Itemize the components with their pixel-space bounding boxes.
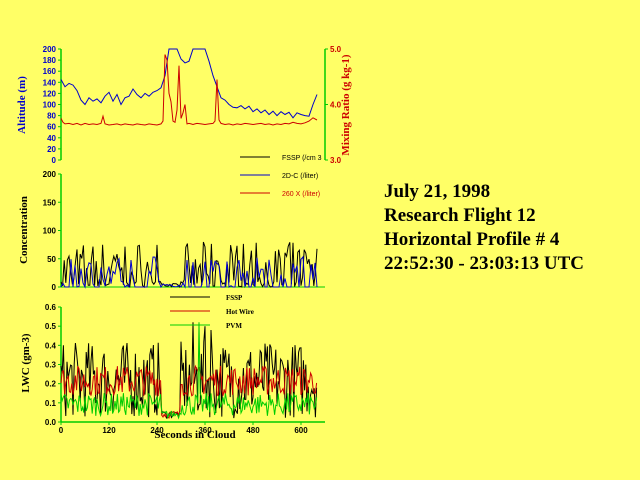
lwc-panel: 0.0 0.1 0.2 0.3 0.4 0.5 0.6 0 120 240 360 480 600 L…: [20, 294, 325, 441]
p1-legend: FSSP (/cm 3 2D-C (/liter) 260 X (/liter): [240, 155, 322, 198]
p1-y-tick-label: 20: [47, 145, 56, 154]
p1-y-tick-label: 60: [47, 123, 56, 132]
p3-ylabel: LWC (gm-3): [20, 333, 32, 393]
legend-260x: 260 X (/liter): [282, 191, 320, 198]
p2-y-tick-label: 100: [43, 227, 57, 236]
p1-y-tick-label: 180: [43, 56, 57, 65]
legend-2dc: 2D-C (/liter): [282, 173, 318, 180]
p3-y-tick-label: 0.4: [45, 341, 57, 350]
p1-y2-tick-label: 5.0: [330, 45, 342, 54]
p1-y-tick-label: 200: [43, 45, 57, 54]
legend-fssp-cm3: FSSP (/cm 3: [282, 155, 322, 162]
legend-fssp: FSSP: [226, 294, 243, 302]
flight-info: July 21, 1998 Research Flight 12 Horizon…: [384, 180, 584, 276]
p1-y2label: Mixing Ratio (g kg-1): [340, 54, 352, 155]
p2-y-tick-label: 200: [43, 170, 57, 179]
p1-ylabel: Altitude (m): [16, 76, 28, 134]
hotwire-lwc-line: [60, 364, 318, 419]
p3-y-tick-label: 0.5: [45, 322, 57, 331]
p1-y-tick-label: 0: [52, 156, 57, 165]
p3-y-tick-label: 0.1: [45, 399, 57, 408]
p3-xlabel: Seconds in Cloud: [154, 429, 235, 441]
p3-y-tick-label: 0.0: [45, 418, 57, 427]
p1-y2-tick-label: 3.0: [330, 156, 342, 165]
flight-number: Research Flight 12: [384, 205, 536, 226]
p1-y-tick-label: 80: [47, 112, 56, 121]
flight-date: July 21, 1998: [384, 181, 491, 202]
2dc-concentration-line: [60, 255, 318, 289]
concentration-panel: 0 50 100 150 200 Concentration: [18, 170, 325, 292]
p3-x-tick-label: 0: [59, 426, 64, 435]
utc-time-range: 22:52:30 - 23:03:13 UTC: [384, 253, 585, 274]
p1-y-tick-label: 140: [43, 78, 57, 87]
p3-x-tick-label: 360: [198, 426, 212, 435]
p1-y-tick-label: 40: [47, 134, 56, 143]
fssp-lwc-line: [60, 322, 318, 419]
p3-y-tick-label: 0.6: [45, 303, 57, 312]
profile-number: Horizontal Profile # 4: [384, 229, 560, 250]
p2-ylabel: Concentration: [18, 196, 30, 264]
pvm-lwc-line: [60, 322, 318, 420]
p3-x-tick-label: 240: [150, 426, 164, 435]
altitude-mixing-ratio-panel: 0 20 40 60 80 100 120 140 160 180 200 3.0 4.0 5.0 Al…: [16, 45, 352, 198]
p3-legend: FSSP Hot Wire PVM: [170, 294, 254, 330]
p3-x-tick-label: 480: [246, 426, 260, 435]
p2-y-tick-label: 150: [43, 198, 57, 207]
p1-y-tick-label: 100: [43, 101, 57, 110]
p2-y-tick-label: 0: [52, 283, 57, 292]
p3-x-tick-label: 600: [294, 426, 308, 435]
fssp-concentration-line: [60, 241, 318, 289]
p3-y-tick-label: 0.2: [45, 380, 57, 389]
p2-y-tick-label: 50: [47, 255, 56, 264]
p1-y-tick-label: 160: [43, 67, 57, 76]
mixing-ratio-line: [60, 54, 318, 126]
p1-y2-tick-label: 4.0: [330, 101, 342, 110]
p3-y-tick-label: 0.3: [45, 361, 57, 370]
legend-hotwire: Hot Wire: [226, 308, 254, 316]
altitude-line: [60, 48, 318, 119]
legend-pvm: PVM: [226, 322, 242, 330]
p3-x-tick-label: 120: [102, 426, 116, 435]
p1-y-tick-label: 120: [43, 89, 57, 98]
